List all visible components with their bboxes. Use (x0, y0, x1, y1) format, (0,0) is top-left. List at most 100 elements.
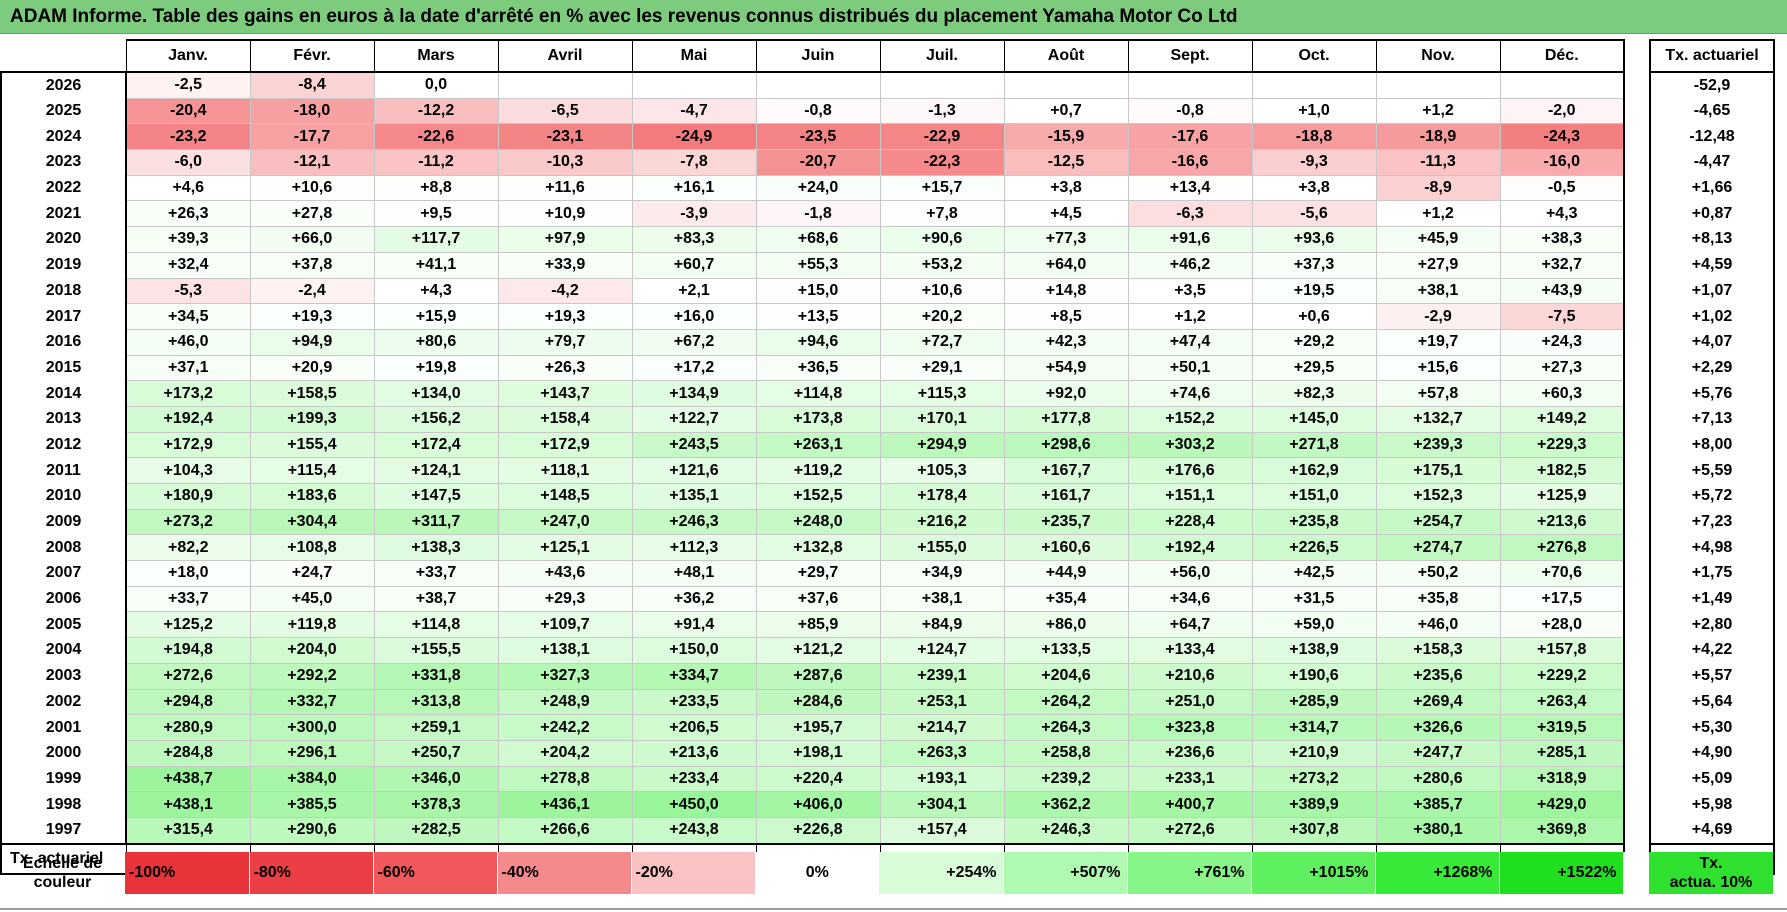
gain-cell: +436,1 (497, 791, 633, 818)
gain-cell: +239,1 (879, 662, 1005, 690)
gain-cell: -17,6 (1127, 123, 1253, 151)
gain-cell: +31,5 (1251, 585, 1377, 613)
gain-cell: +29,5 (1251, 354, 1377, 382)
gain-cell: +1,2 (1375, 200, 1501, 228)
tx-actuariel-cell: +1,07 (1649, 278, 1775, 304)
gain-cell: +0,7 (1003, 97, 1129, 125)
gain-cell: +105,3 (879, 457, 1005, 484)
tx-actuariel-cell: -52,9 (1649, 72, 1775, 99)
gain-cell: +38,1 (879, 585, 1005, 613)
column-gap (1624, 355, 1650, 381)
gain-cell: +29,1 (879, 354, 1005, 382)
month-header: Mai (631, 39, 756, 73)
gain-cell: +334,7 (631, 662, 757, 690)
gain-cell: +115,3 (879, 380, 1005, 407)
gain-cell: +172,4 (373, 431, 499, 459)
gain-cell: -20,7 (755, 149, 881, 176)
table-row: 2015 +37,1 +20,9 +19,8 +26,3 +17,2 +36,5 +29,1 +… (0, 354, 1775, 382)
column-gap (1624, 329, 1650, 356)
gain-cell: +17,2 (631, 354, 757, 382)
gain-cell: +311,7 (373, 508, 499, 536)
gain-cell: +43,9 (1499, 277, 1625, 305)
gain-cell: +294,8 (125, 688, 251, 716)
gain-cell: +274,7 (1375, 534, 1501, 562)
gain-cell: +16,0 (631, 303, 757, 330)
bottom-border (0, 908, 1787, 910)
gain-cell: +125,9 (1499, 483, 1625, 510)
gain-cell: +254,7 (1375, 508, 1501, 536)
gain-cell: -8,4 (249, 71, 375, 99)
gain-cell: -2,4 (249, 277, 375, 305)
gain-cell: +27,9 (1375, 251, 1501, 279)
gain-cell: +278,8 (497, 765, 633, 793)
gain-cell: +60,7 (631, 251, 757, 279)
gain-cell: +247,7 (1375, 739, 1501, 767)
gain-cell: +192,4 (125, 405, 251, 433)
gain-cell: +450,0 (631, 791, 757, 818)
tx-scale-swatch: Tx. actua. 10% (1649, 852, 1773, 894)
gain-cell: +148,5 (497, 483, 633, 510)
gain-cell: +213,6 (631, 739, 757, 767)
gain-cell: +132,7 (1375, 405, 1501, 433)
gain-cell (1499, 71, 1625, 99)
gain-cell: -2,5 (125, 71, 251, 99)
year-label: 2006 (0, 586, 127, 612)
gain-cell: +213,6 (1499, 508, 1625, 536)
year-label: 2020 (0, 226, 127, 253)
gain-cell: +32,7 (1499, 251, 1625, 279)
gain-cell: +250,7 (373, 739, 499, 767)
gain-cell: +134,9 (631, 380, 757, 407)
color-scale-row: Echelle de couleur -100% -80% -60% -40% -20%… (0, 852, 1773, 894)
year-label: 2022 (0, 175, 127, 201)
tx-actuariel-cell: +0,87 (1649, 200, 1775, 227)
gain-cell: +198,1 (755, 739, 881, 767)
gain-cell: +233,5 (631, 688, 757, 716)
gain-cell: +24,7 (249, 560, 375, 587)
gain-cell: +55,3 (755, 251, 881, 279)
gain-cell: -24,9 (631, 123, 757, 151)
gain-cell (631, 71, 757, 99)
gain-cell: +38,1 (1375, 277, 1501, 305)
gain-cell: +378,3 (373, 791, 499, 818)
gain-cell: +3,8 (1251, 174, 1377, 202)
column-gap (1624, 278, 1650, 304)
year-label: 2010 (0, 483, 127, 510)
gain-cell: +108,8 (249, 534, 375, 562)
table-row: 2001 +280,9 +300,0 +259,1 +242,2 +206,5 +195,7… (0, 714, 1775, 741)
gain-cell: +32,4 (125, 251, 251, 279)
gain-cell: -20,4 (125, 97, 251, 125)
gain-cell: +247,0 (497, 508, 633, 536)
month-header: Mars (373, 39, 498, 73)
gain-cell: -8,9 (1375, 174, 1501, 202)
tx-actuariel-cell: -4,65 (1649, 98, 1775, 124)
tx-scale-label-line2: actua. 10% (1669, 874, 1753, 891)
gain-cell: -24,3 (1499, 123, 1625, 151)
gain-cell: +60,3 (1499, 380, 1625, 407)
gain-cell: +44,9 (1003, 560, 1129, 587)
gain-cell: +204,6 (1003, 662, 1129, 690)
header-corner (1, 40, 126, 73)
year-label: 2005 (0, 611, 127, 638)
table-row: 2016 +46,0 +94,9 +80,6 +79,7 +67,2 +94,6 +72,7 +… (0, 328, 1775, 356)
tx-actuariel-cell: +1,02 (1649, 303, 1775, 330)
gain-cell: +264,3 (1003, 714, 1129, 741)
tx-actuariel-cell: +5,59 (1649, 457, 1775, 484)
year-label: 2018 (0, 278, 127, 304)
year-label: 2012 (0, 432, 127, 458)
table-row: 2007 +18,0 +24,7 +33,7 +43,6 +48,1 +29,7 +34,9 +… (0, 560, 1775, 587)
gain-cell: +36,5 (755, 354, 881, 382)
gain-cell: +41,1 (373, 251, 499, 279)
gain-cell: +1,0 (1251, 97, 1377, 125)
gain-cell (1375, 71, 1501, 99)
gain-cell: +4,5 (1003, 200, 1129, 228)
year-label: 2019 (0, 252, 127, 278)
gain-cell: +82,2 (125, 534, 251, 562)
gain-cell: +229,3 (1499, 431, 1625, 459)
tx-actuariel-cell: +2,80 (1649, 611, 1775, 638)
gain-cell: +280,6 (1375, 765, 1501, 793)
month-header: Avril (497, 39, 632, 73)
gain-cell: +204,0 (249, 637, 375, 664)
gain-cell: +138,3 (373, 534, 499, 562)
gain-cell: +178,4 (879, 483, 1005, 510)
color-scale-swatch: -100% (125, 852, 250, 894)
